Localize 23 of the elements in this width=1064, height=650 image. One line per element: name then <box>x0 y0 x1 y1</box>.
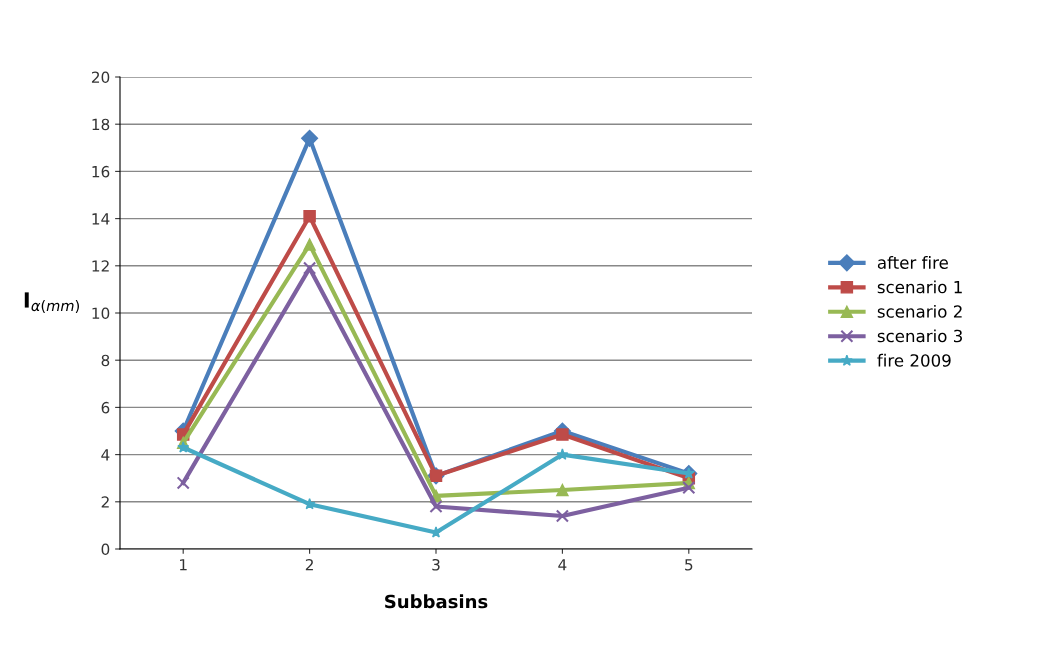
x-axis-title: Subbasins <box>385 594 488 609</box>
x-tick-label: 5 <box>685 559 693 571</box>
y-tick-label: 2 <box>101 496 109 508</box>
legend-label: scenario 1 <box>877 280 962 294</box>
y-tick-label: 16 <box>92 165 110 178</box>
y-tick-label: 18 <box>92 118 110 131</box>
y-tick-label: 20 <box>91 71 110 84</box>
x-tick-label: 1 <box>180 559 187 571</box>
y-tick-label: 10 <box>92 307 110 320</box>
x-tick-label: 2 <box>305 558 313 571</box>
y-tick-label: 4 <box>101 449 110 461</box>
x-tick-label: 4 <box>558 559 567 571</box>
y-tick-label: 0 <box>101 543 110 556</box>
y-tick-label: 12 <box>92 260 109 272</box>
y-axis-title: I$_{α(mm)}$ <box>24 292 79 313</box>
legend-label: scenario 3 <box>877 329 962 343</box>
y-tick-label: 6 <box>101 401 110 414</box>
y-tick-label: 8 <box>101 354 110 367</box>
legend-label: after fire <box>877 256 948 269</box>
legend-label: fire 2009 <box>877 353 951 367</box>
y-tick-label: 14 <box>92 213 110 225</box>
x-tick-label: 3 <box>432 558 440 571</box>
legend-label: scenario 2 <box>877 304 962 318</box>
